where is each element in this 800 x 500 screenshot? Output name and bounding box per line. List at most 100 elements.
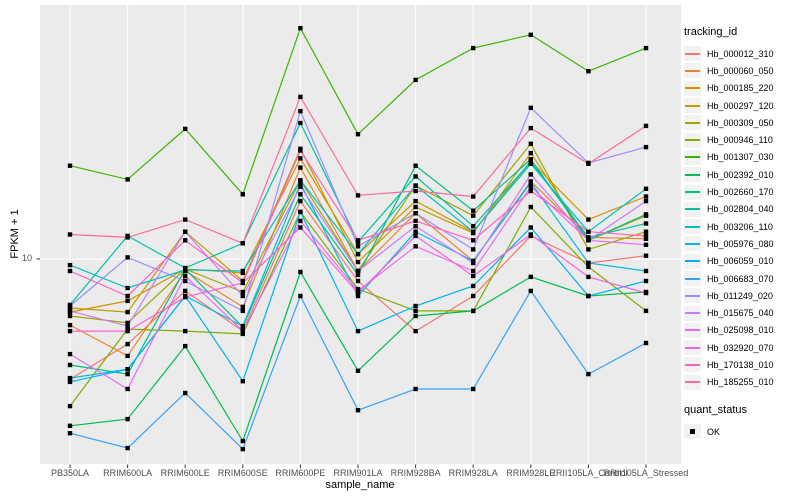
data-point	[67, 322, 73, 328]
data-point	[240, 438, 245, 444]
data-point	[355, 278, 361, 284]
data-point	[125, 341, 130, 347]
data-point	[355, 368, 361, 373]
legend-color-line	[685, 294, 700, 297]
legend-color-line	[685, 381, 700, 384]
data-point	[298, 225, 303, 230]
legend-label: Hb_005976_080	[707, 238, 774, 249]
data-point	[125, 255, 130, 260]
x-tick-label-RRIM928BA: RRIM928BA	[390, 468, 441, 478]
legend-label: Hb_000946_110	[707, 135, 773, 146]
data-point	[125, 328, 130, 334]
data-point	[240, 328, 245, 334]
data-point	[183, 126, 188, 132]
data-point	[528, 32, 533, 37]
legend-color-line	[685, 121, 700, 124]
data-point	[298, 148, 303, 153]
data-point	[67, 379, 73, 385]
legend-key-line	[684, 115, 701, 131]
legend-color-line	[685, 208, 700, 211]
legend-entry-Hb_000060_050: Hb_000060_050	[684, 62, 799, 79]
legend-label: Hb_002392_010	[707, 169, 774, 180]
legend-label: Hb_000297_120	[707, 100, 774, 111]
legend-color-line	[685, 69, 700, 72]
legend-key-line	[684, 253, 701, 269]
data-point	[240, 293, 245, 299]
data-point	[240, 331, 245, 337]
data-point	[471, 194, 476, 199]
data-point	[643, 253, 649, 258]
data-point	[355, 328, 361, 334]
data-point	[413, 198, 418, 204]
data-point	[355, 272, 361, 278]
x-tick-label-RRIM600SE: RRIM600SE	[217, 468, 268, 478]
legend-label: Hb_170138_010	[707, 359, 774, 370]
data-point	[183, 278, 188, 284]
data-point	[528, 105, 533, 110]
data-point	[355, 268, 361, 274]
data-point	[413, 229, 418, 234]
x-tick-label-RRIM928LA: RRIM928LA	[448, 468, 498, 478]
data-point	[643, 212, 649, 217]
data-point	[528, 288, 533, 294]
legend-color-line	[685, 329, 700, 332]
ok-square-marker	[690, 429, 695, 434]
data-point	[183, 273, 188, 279]
legend-title-tracking-id: tracking_id	[684, 26, 738, 38]
data-point	[528, 232, 533, 237]
data-point	[586, 217, 591, 222]
data-point	[125, 371, 130, 377]
data-point	[643, 123, 649, 129]
legend-key-line	[684, 63, 701, 79]
data-point	[240, 379, 245, 384]
data-point	[240, 280, 245, 286]
x-tick-label-RRIM600PE: RRIM600PE	[275, 468, 326, 478]
data-point	[67, 262, 73, 268]
legend-entry-Hb_002804_040: Hb_002804_040	[684, 201, 799, 218]
legend-key-line	[684, 236, 701, 252]
data-point	[643, 144, 649, 150]
data-point	[413, 174, 418, 179]
data-point	[298, 218, 303, 224]
data-point	[528, 125, 533, 131]
data-point	[183, 294, 188, 300]
data-point	[125, 386, 130, 392]
legend-entry-Hb_006683_070: Hb_006683_070	[684, 270, 799, 287]
data-point	[183, 229, 188, 234]
legend-color-line	[685, 312, 700, 315]
data-point	[528, 150, 533, 156]
legend-label: Hb_011249_020	[707, 290, 773, 301]
data-point	[471, 260, 476, 266]
legend-entry-Hb_000012_310: Hb_000012_310	[684, 45, 799, 62]
data-point	[643, 290, 649, 296]
legend-key-line	[684, 288, 701, 304]
data-point	[413, 244, 418, 249]
data-point	[528, 141, 533, 146]
data-point	[125, 285, 130, 291]
legend-entry-Hb_006059_010: Hb_006059_010	[684, 253, 799, 270]
data-point	[125, 298, 130, 304]
legend-color-line	[685, 156, 700, 159]
legend-label: Hb_000060_050	[707, 65, 774, 76]
legend-label: Hb_002660_170	[707, 187, 774, 198]
data-point	[67, 362, 73, 368]
data-point	[471, 247, 476, 252]
data-point	[355, 290, 361, 296]
data-point	[413, 313, 418, 319]
data-point	[643, 278, 649, 284]
data-point	[298, 94, 303, 100]
data-point	[298, 108, 303, 114]
legend-color-line	[685, 173, 700, 176]
data-point	[298, 165, 303, 170]
legend-label: Hb_000309_050	[707, 117, 774, 128]
data-point	[298, 120, 303, 126]
data-point	[413, 163, 418, 168]
data-point	[240, 289, 245, 295]
data-point	[183, 217, 188, 222]
data-point	[643, 233, 649, 239]
data-point	[355, 132, 361, 137]
legend-entry-Hb_011249_020: Hb_011249_020	[684, 287, 799, 304]
legend-color-line	[685, 260, 700, 263]
